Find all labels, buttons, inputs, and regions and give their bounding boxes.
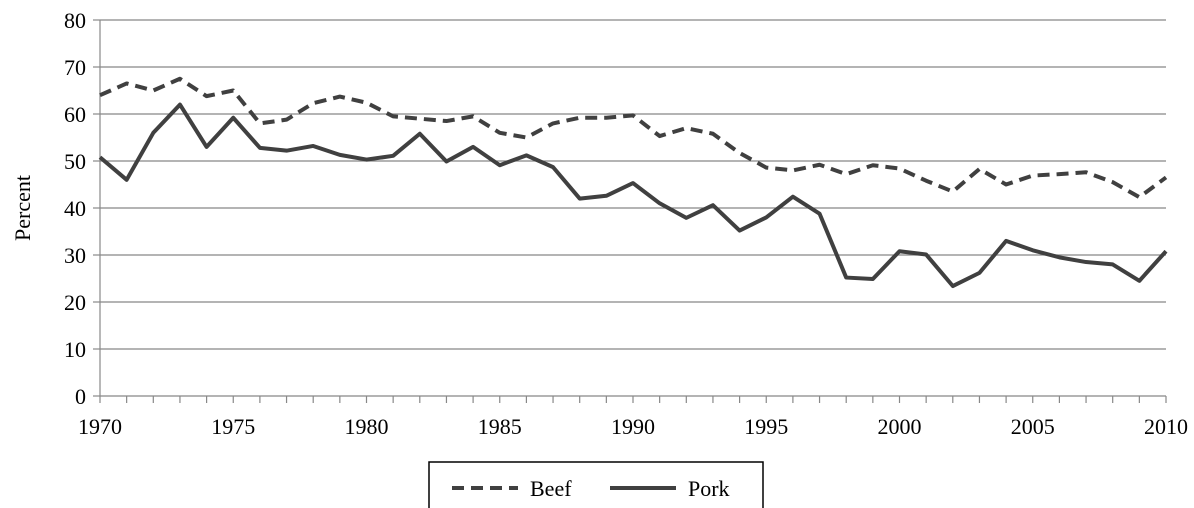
legend-label-pork: Pork bbox=[688, 476, 730, 501]
y-tick-label: 50 bbox=[64, 149, 86, 174]
x-tick-label: 1995 bbox=[744, 414, 788, 439]
y-tick-label: 10 bbox=[64, 337, 86, 362]
y-tick-label: 80 bbox=[64, 8, 86, 33]
x-tick-label: 1975 bbox=[211, 414, 255, 439]
x-tick-label: 1990 bbox=[611, 414, 655, 439]
y-axis-title: Percent bbox=[10, 175, 35, 241]
y-tick-label: 0 bbox=[75, 384, 86, 409]
y-tick-labels: 0 10 20 30 40 50 60 70 80 bbox=[64, 8, 86, 409]
axes bbox=[93, 19, 1167, 403]
legend: Beef Pork bbox=[428, 461, 764, 508]
legend-label-beef: Beef bbox=[530, 476, 572, 501]
y-tick-label: 60 bbox=[64, 102, 86, 127]
x-tick-label: 2010 bbox=[1144, 414, 1188, 439]
series-line-pork bbox=[98, 102, 1168, 289]
series-line-beef bbox=[99, 76, 1168, 200]
y-tick-label: 20 bbox=[64, 290, 86, 315]
series-lines bbox=[98, 76, 1168, 289]
x-tick-label: 1970 bbox=[78, 414, 122, 439]
x-tick-label: 2005 bbox=[1011, 414, 1055, 439]
x-tick-label: 2000 bbox=[878, 414, 922, 439]
x-tick-labels: 1970 1975 1980 1985 1990 1995 2000 2005 2010 bbox=[78, 414, 1188, 439]
legend-box bbox=[428, 461, 764, 508]
y-tick-label: 40 bbox=[64, 196, 86, 221]
x-tick-label: 1980 bbox=[345, 414, 389, 439]
x-tick-label: 1985 bbox=[478, 414, 522, 439]
y-tick-label: 70 bbox=[64, 55, 86, 80]
y-tick-label: 30 bbox=[64, 243, 86, 268]
